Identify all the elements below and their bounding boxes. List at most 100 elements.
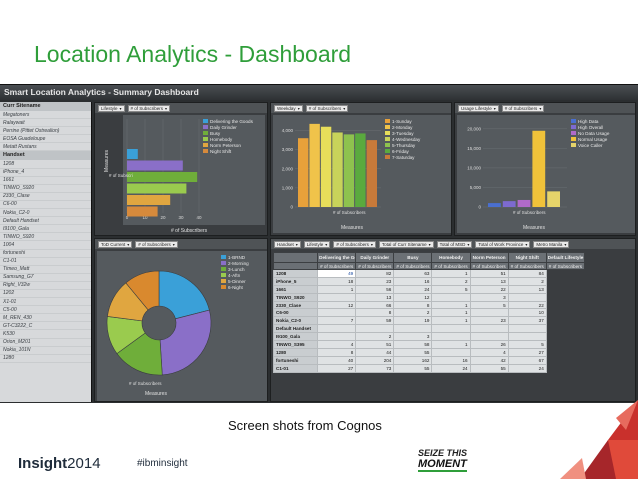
table-row[interactable]: Default Handset <box>272 324 585 334</box>
row-header-cell[interactable]: C1-01 <box>272 363 319 373</box>
table-cell[interactable] <box>355 324 395 334</box>
table-cell[interactable]: 5 <box>507 340 547 349</box>
table-cell[interactable]: 8 <box>317 347 357 357</box>
table-cell[interactable]: 1 <box>431 300 471 310</box>
sidebar-item[interactable]: Right_V32w <box>0 282 91 290</box>
table-cell[interactable] <box>469 308 509 318</box>
sidebar-item[interactable]: iPhone_4 <box>0 169 91 177</box>
table-cell[interactable] <box>507 332 547 342</box>
table-cell[interactable]: 204 <box>355 355 395 365</box>
table-cell[interactable]: 56 <box>355 284 395 294</box>
toolbar-dropdown[interactable]: Metro Manila <box>533 240 570 248</box>
table-cell[interactable]: 13 <box>469 276 509 286</box>
sidebar-item[interactable]: C6-00 <box>0 201 91 210</box>
table-cell[interactable]: 19 <box>393 316 433 326</box>
table-cell[interactable]: 1 <box>431 340 471 349</box>
table-cell[interactable]: 55 <box>393 363 433 373</box>
table-cell[interactable]: 1 <box>317 284 357 294</box>
row-header-cell[interactable]: fortuneshi <box>272 355 319 365</box>
table-row[interactable]: C1-01 27 73 55 24 55 24 <box>272 363 585 373</box>
table-cell[interactable]: 63 <box>393 269 433 278</box>
table-cell[interactable]: 58 <box>393 340 433 349</box>
column-header[interactable]: Default Lifestyle <box>545 252 586 263</box>
table-cell[interactable]: 27 <box>507 347 547 357</box>
table-row[interactable]: TINWO_S920 13 12 3 <box>272 292 585 302</box>
toolbar-dropdown[interactable]: # of Subscribers <box>135 240 178 248</box>
column-header[interactable] <box>272 252 319 263</box>
table-cell[interactable]: 55 <box>393 347 433 357</box>
table-cell[interactable]: 67 <box>507 355 547 365</box>
sidebar-item[interactable]: Ralaywait <box>0 119 91 128</box>
sidebar-item[interactable]: 1280 <box>0 355 91 363</box>
row-header-cell[interactable]: TINWO_S395 <box>272 340 319 349</box>
table-cell[interactable]: 22 <box>507 300 547 310</box>
table-row[interactable]: 1280 8 44 55 4 27 <box>272 347 585 357</box>
table-cell[interactable]: 5 <box>431 284 471 294</box>
table-cell[interactable]: 37 <box>507 316 547 326</box>
sidebar-item[interactable]: 1661 <box>0 177 91 185</box>
table-cell[interactable] <box>507 292 547 302</box>
sidebar-item[interactable]: K530 <box>0 330 91 339</box>
sidebar-item[interactable]: GT-C3222_C <box>0 322 91 331</box>
sidebar-item[interactable]: 2330_Clase <box>0 193 91 201</box>
table-row[interactable]: C6-00 8 2 1 10 <box>272 308 585 318</box>
sidebar-item[interactable]: 1202 <box>0 290 91 299</box>
table-cell[interactable]: 10 <box>507 308 547 318</box>
row-header-cell[interactable]: 1661 <box>272 284 319 294</box>
toolbar-dropdown[interactable]: ToD Current <box>98 240 133 248</box>
table-cell[interactable]: 162 <box>393 355 433 365</box>
toolbar-dropdown[interactable]: Handset <box>274 240 301 248</box>
table-row[interactable]: 1661 1 56 24 5 22 13 <box>272 284 585 294</box>
table-cell[interactable]: 51 <box>355 340 395 349</box>
table-cell[interactable]: 73 <box>355 363 395 373</box>
table-cell[interactable]: 59 <box>355 316 395 326</box>
table-row[interactable]: TINWO_S395 4 51 58 1 26 5 <box>272 340 585 349</box>
sidebar-item[interactable]: Metatt Rustans <box>0 143 91 152</box>
column-header[interactable]: Homebody <box>431 252 471 263</box>
table-cell[interactable]: 55 <box>469 363 509 373</box>
toolbar-dropdown[interactable]: # of Subscribers <box>333 240 376 248</box>
table-cell[interactable]: 2 <box>507 276 547 286</box>
toolbar-dropdown[interactable]: Usage Lifestyle <box>458 104 499 112</box>
toolbar-dropdown[interactable]: Weekday <box>274 104 303 112</box>
table-cell[interactable] <box>431 324 471 334</box>
row-header-cell[interactable]: I9100_Gala <box>272 332 319 342</box>
row-header-cell[interactable]: Default Handset <box>272 324 319 334</box>
row-header-cell[interactable]: 1280 <box>272 347 319 357</box>
table-cell[interactable] <box>317 292 357 302</box>
table-cell[interactable]: 4 <box>317 340 357 349</box>
table-cell[interactable]: 4 <box>469 347 509 357</box>
sidebar-item[interactable]: Default Handset <box>0 217 91 226</box>
sidebar-item[interactable]: TINWO_S920 <box>0 233 91 242</box>
table-cell[interactable]: 66 <box>355 300 395 310</box>
table-cell[interactable]: 18 <box>317 276 357 286</box>
sidebar-item[interactable]: fortuneshi <box>0 250 91 258</box>
table-cell[interactable]: 16 <box>431 355 471 365</box>
sidebar-item[interactable]: C1-01 <box>0 258 91 266</box>
sidebar-item[interactable]: Perrine (Pittet Ostrealion) <box>0 127 91 136</box>
table-cell[interactable]: 1 <box>431 269 471 278</box>
table-cell[interactable] <box>431 347 471 357</box>
sidebar-item[interactable]: Samsung_G7 <box>0 274 91 282</box>
table-cell[interactable]: 27 <box>317 363 357 373</box>
column-header[interactable]: Night Shift <box>507 252 547 263</box>
table-cell[interactable]: 40 <box>317 355 357 365</box>
table-cell[interactable] <box>469 324 509 334</box>
row-header-cell[interactable]: C6-00 <box>272 308 319 318</box>
sidebar-item[interactable]: EOSA Guadeloupe <box>0 135 91 144</box>
table-cell[interactable]: 24 <box>431 363 471 373</box>
toolbar-dropdown[interactable]: # of Subscribers <box>501 104 545 112</box>
sidebar-item[interactable]: TINWO_S920 <box>0 185 91 193</box>
table-cell[interactable]: 13 <box>507 284 547 294</box>
table-cell[interactable]: 2 <box>355 332 395 342</box>
table-cell[interactable]: 23 <box>355 276 395 286</box>
toolbar-dropdown[interactable]: Total of MSD <box>436 240 473 248</box>
table-row[interactable]: I9100_Gala 2 3 <box>272 332 585 342</box>
table-cell[interactable]: 23 <box>469 316 509 326</box>
column-header[interactable]: Norm Peterson <box>469 252 509 263</box>
table-row[interactable]: iPhone_5 18 23 16 2 13 2 <box>272 276 585 286</box>
table-cell[interactable]: 12 <box>317 300 357 310</box>
table-cell[interactable]: 16 <box>393 276 433 286</box>
column-header[interactable]: Busy <box>393 252 433 263</box>
sidebar-item[interactable]: C5-00 <box>0 306 91 315</box>
